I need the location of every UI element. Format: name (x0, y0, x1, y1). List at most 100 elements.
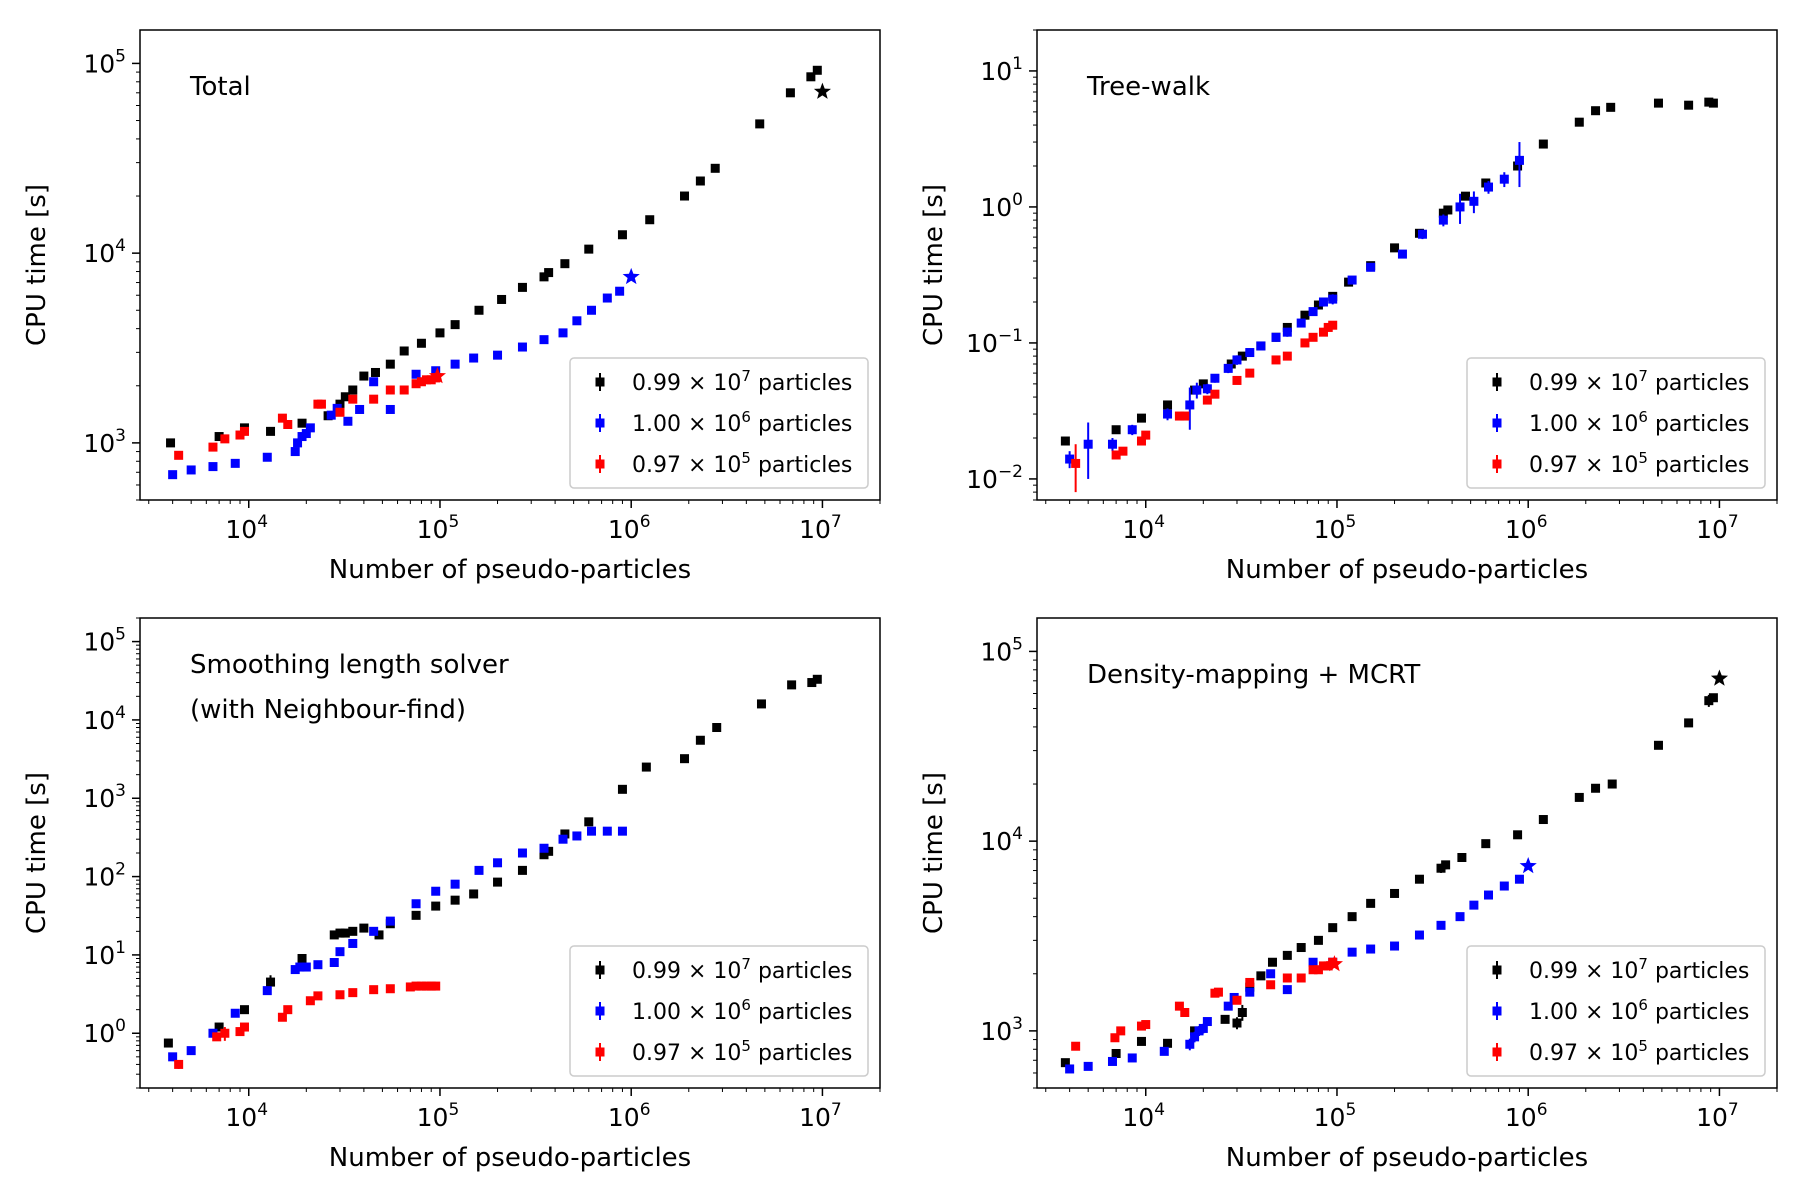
panel-total-series-1-point (305, 423, 315, 433)
panel-tree-walk-series-2-point (1071, 458, 1081, 468)
panel-total-legend-marker-1 (595, 418, 605, 428)
panel-density-mapping-y-tick-label-2-base: 10 (980, 637, 1012, 666)
panel-total-series-1-point (355, 404, 365, 414)
panel-total-x-tick-label-2: 106 (608, 512, 651, 544)
panel-tree-walk-legend-marker-2 (1492, 459, 1502, 469)
panel-tree-walk-series-0-point (1390, 243, 1400, 253)
panel-density-mapping-legend-times-2: × (1585, 1041, 1610, 1066)
panel-total-x-tick-label-0: 104 (225, 512, 268, 544)
panel-total-series-1-point (587, 305, 597, 315)
panel-total-series-0-point (166, 438, 176, 448)
panel-smoothing-length-series-2-point (239, 1022, 249, 1032)
panel-density-mapping-series-0-point (1457, 852, 1467, 862)
panel-tree-walk-legend-unit-2: particles (1648, 453, 1749, 478)
panel-density-mapping-y-tick-label-2-exp: 5 (1012, 634, 1023, 654)
panel-total-y-tick-label-2-exp: 5 (115, 46, 126, 66)
panel-smoothing-length-y-tick-label-3-exp: 3 (115, 781, 126, 801)
panel-tree-walk-series-1-point (1366, 262, 1376, 272)
panel-tree-walk-y-tick-label-1: 10−1 (966, 326, 1023, 358)
panel-smoothing-length-series-0-point (431, 901, 441, 911)
panel-tree-walk-x-tick-label-3-exp: 7 (1728, 512, 1739, 532)
panel-smoothing-length-legend-times-1: × (688, 1000, 713, 1025)
panel-smoothing-length-series-0-point (493, 877, 503, 887)
panel-tree-walk-series-0-point (1111, 425, 1121, 435)
panel-tree-walk-series-1-point (1232, 355, 1242, 365)
panel-total-series-0-point (680, 191, 690, 201)
panel-tree-walk-title: Tree-walk (1086, 72, 1210, 102)
panel-total-series-2-point (335, 407, 345, 417)
panel-total-series-0-point (370, 367, 380, 377)
panel-density-mapping-series-0-point (1538, 815, 1548, 825)
panel-smoothing-length-y-tick-label-4-exp: 4 (115, 703, 126, 723)
panel-total-series-0-star-point (813, 82, 831, 99)
panel-density-mapping-series-2-star-point (1325, 955, 1343, 972)
panel-density-mapping-frame (1036, 617, 1778, 1089)
panel-smoothing-length-series-1-point (474, 865, 484, 875)
panel-tree-walk-series-2-point (1136, 436, 1146, 446)
panel-smoothing-length-series-0-point (560, 829, 570, 839)
panel-total-series-1-point (326, 410, 336, 420)
panel-smoothing-length-series-0-point (584, 817, 594, 827)
panel-smoothing-length-y-tick-label-5-exp: 5 (115, 625, 126, 645)
panel-tree-walk-series-0-point (1574, 117, 1584, 127)
panel-total-series-1-point (450, 359, 460, 369)
panel-tree-walk-series-2-point (1141, 430, 1151, 440)
panel-density-mapping-series-1-point (1390, 941, 1400, 951)
panel-tree-walk-x-tick-label-3-base: 10 (1696, 515, 1728, 544)
panel-total-frame (139, 29, 881, 501)
panel-smoothing-length-y-tick-label-2-base: 10 (83, 863, 115, 892)
panel-smoothing-length-x-tick-label-1: 105 (417, 1100, 460, 1132)
panel-density-mapping-series-0-point (1513, 830, 1523, 840)
panel-total-x-tick-label-3: 107 (799, 512, 842, 544)
panel-density-mapping-series-2-point (1318, 961, 1328, 971)
panel-smoothing-length-series-2-point (416, 981, 426, 991)
panel-total-legend-marker-0 (595, 377, 605, 387)
panel-smoothing-length-y-tick-label-4: 104 (83, 703, 126, 735)
panel-density-mapping-y-tick-label-1-exp: 4 (1012, 824, 1023, 844)
panel-tree-walk-legend-label-2: 0.97 × 105 particles (1529, 449, 1749, 478)
panel-smoothing-length-legend-mantissa-0: 0.99 (632, 959, 688, 984)
panel-tree-walk-ylabel: CPU time [s] (919, 184, 949, 346)
panel-smoothing-length-legend-unit-1: particles (751, 1000, 852, 1025)
panel-smoothing-length-series-0-point (239, 1005, 249, 1015)
panel-total-series-2-point (369, 394, 379, 404)
panel-total-series-1-point (615, 286, 625, 296)
panel-smoothing-length-series-1-point (431, 886, 441, 896)
panel-smoothing-length-series-2-point (174, 1059, 184, 1069)
panel-smoothing-length-legend-label-1: 1.00 × 106 particles (632, 996, 852, 1025)
panel-tree-walk-series-0-point (1300, 310, 1310, 320)
panel-smoothing-length-y-tick-label-1-base: 10 (83, 941, 115, 970)
panel-smoothing-length-series-0-point (517, 865, 527, 875)
panel-total-y-tick-label-0: 103 (83, 426, 126, 458)
panel-density-mapping-series-1-point (1436, 920, 1446, 930)
panel-smoothing-length-legend-times-2: × (688, 1041, 713, 1066)
panel-tree-walk-series-2-point (1180, 411, 1190, 421)
panel-total-legend-unit-1: particles (751, 412, 852, 437)
panel-total-series-0-point (474, 305, 484, 315)
panel-tree-walk-series-0-point (1060, 436, 1070, 446)
panel-density-mapping-series-1-point (1190, 1032, 1200, 1042)
panel-density-mapping-series-0-point (1574, 792, 1584, 802)
panel-smoothing-length-series-1-point (385, 916, 395, 926)
panel-density-mapping-series-1-point (1414, 930, 1424, 940)
panel-total-x-tick-label-1-exp: 5 (448, 512, 459, 532)
panel-total-xlabel: Number of pseudo-particles (329, 555, 691, 585)
panel-tree-walk-series-1-point (1271, 332, 1281, 342)
panel-total-legend-label-0: 0.99 × 107 particles (632, 367, 852, 396)
panel-smoothing-length-x-tick-label-1-exp: 5 (448, 1100, 459, 1120)
panel-density-mapping-series-0-point (1347, 912, 1357, 922)
panel-density-mapping-legend-mantissa-0: 0.99 (1529, 959, 1585, 984)
panel-density-mapping-series-0-point (1111, 1048, 1121, 1058)
panel-density-mapping-series-2-point (1141, 1020, 1151, 1030)
panel-tree-walk-series-2-point (1271, 355, 1281, 365)
panel-tree-walk-series-0-point (1708, 98, 1718, 108)
panel-total-series-2-star-point (428, 367, 446, 384)
panel-total-series-1-point (572, 316, 582, 326)
panel-tree-walk-legend-marker-0 (1492, 377, 1502, 387)
panel-tree-walk-series-0-point (1198, 379, 1208, 389)
panel-tree-walk-series-2-point (1111, 450, 1121, 460)
panel-smoothing-length-series-0-point (340, 928, 350, 938)
panel-tree-walk-legend-mantissa-0: 0.99 (1529, 371, 1585, 396)
panel-smoothing-length-series-1-point (230, 1008, 240, 1018)
